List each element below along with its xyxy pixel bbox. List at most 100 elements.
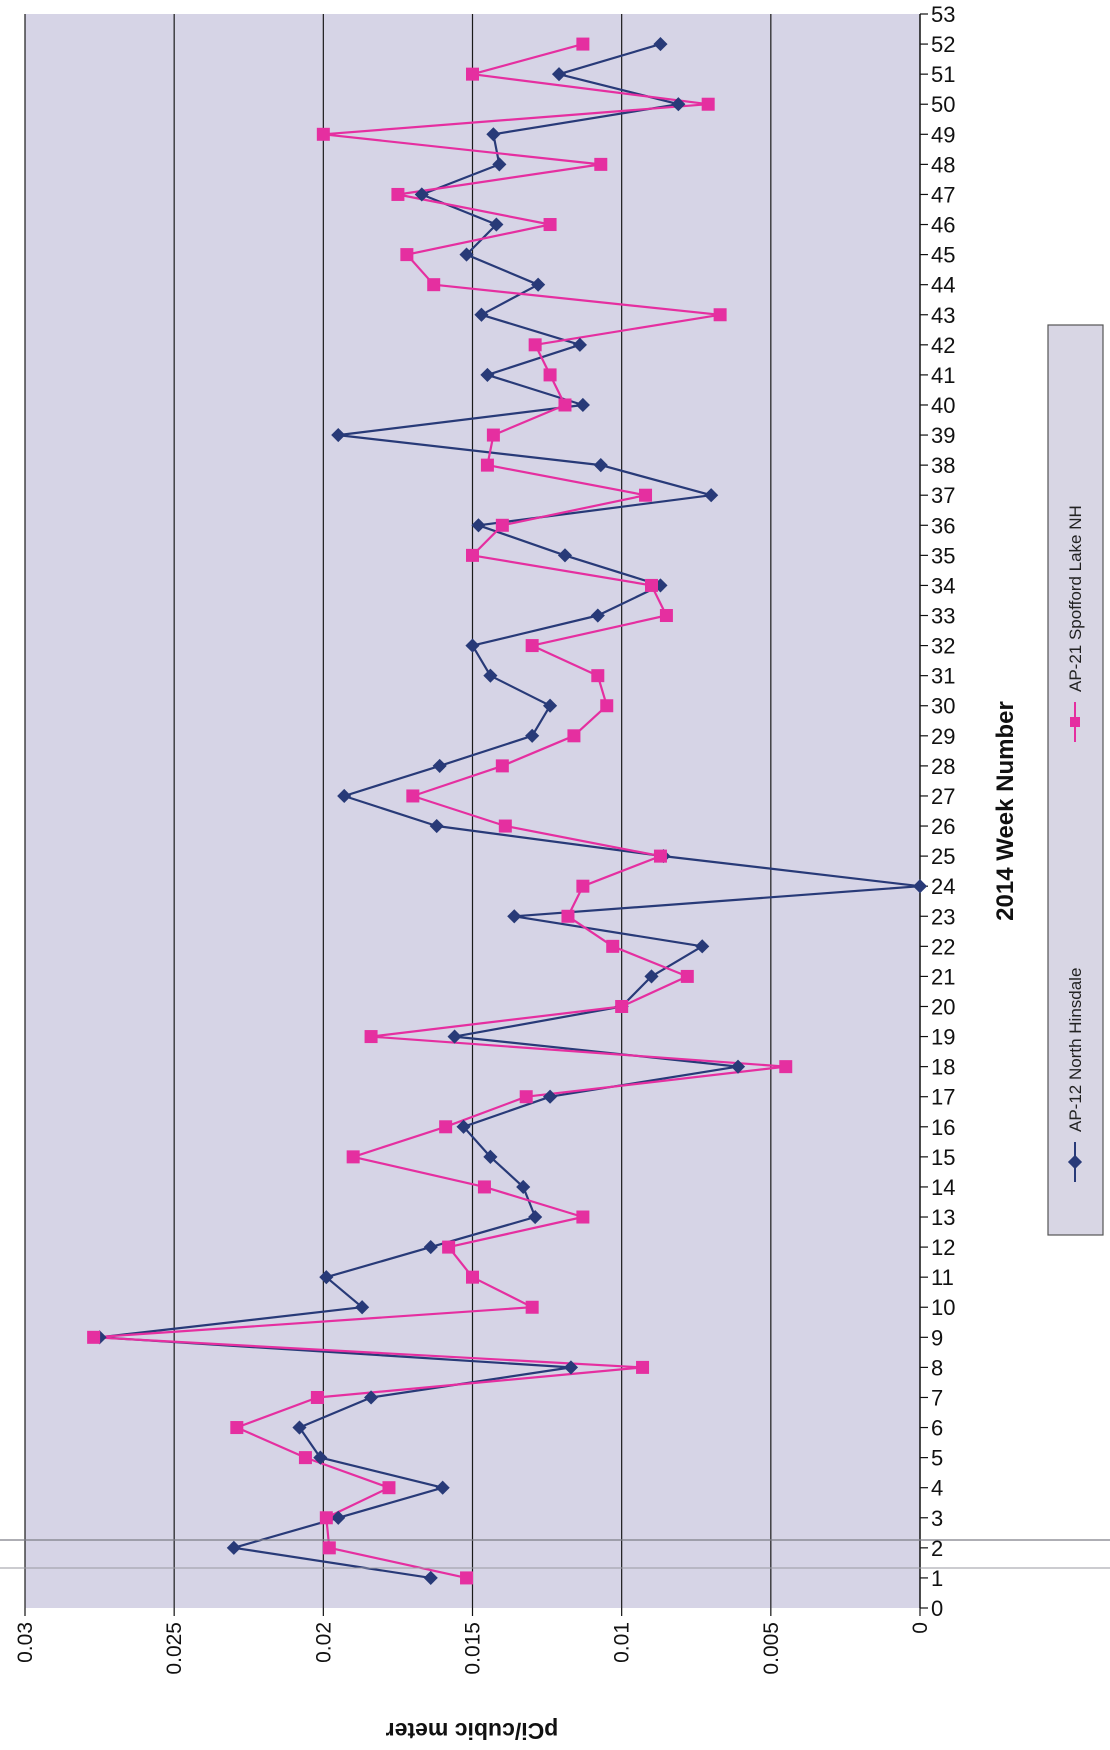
data-point-square [639,488,653,502]
week-tick-label: 7 [931,1385,943,1410]
week-tick-label: 13 [931,1205,955,1230]
week-tick-label: 45 [931,243,955,268]
data-point-diamond [492,157,507,172]
data-point-diamond [292,1420,307,1435]
data-point-square [230,1421,244,1435]
data-point-square [591,669,605,683]
week-tick-label: 48 [931,152,955,177]
data-point-diamond [331,427,346,443]
data-point-diamond [575,397,590,413]
week-tick-label: 20 [931,994,955,1019]
data-point-diamond [730,1059,746,1074]
data-point-diamond [653,37,668,52]
week-tick-label: 6 [931,1416,943,1441]
legend-swatch-diamond-icon [1067,1154,1083,1170]
data-point-diamond [593,458,608,473]
data-point-diamond [471,518,486,533]
data-point-square [680,969,694,983]
data-point-square [645,578,658,592]
week-tick-label: 43 [931,303,955,328]
week-tick-label: 30 [931,694,955,719]
data-point-diamond [319,1270,334,1285]
data-point-square [576,879,590,893]
week-tick-label: 35 [931,543,955,568]
data-point-diamond [337,788,352,804]
week-tick-label: 0 [931,1596,943,1621]
week-tick-label: 32 [931,634,955,659]
week-tick-label: 36 [931,513,955,538]
data-point-diamond [531,277,546,292]
data-point-square [606,939,620,953]
week-tick-label: 25 [931,844,955,869]
data-point-square [466,548,479,562]
week-tick-label: 51 [931,62,955,87]
week-tick-label: 12 [931,1235,955,1260]
week-tick-label: 33 [931,604,955,629]
data-point-square [615,999,629,1013]
data-point-diamond [480,367,495,382]
week-tick-label: 34 [931,573,955,598]
week-tick-label: 44 [931,273,955,298]
data-point-diamond [432,758,447,773]
data-point-diamond [551,67,567,82]
week-tick-label: 42 [931,333,955,358]
data-point-square [543,368,557,382]
week-tick-label: 52 [931,32,955,57]
week-tick-label: 23 [931,904,955,929]
data-point-diamond [447,1029,462,1044]
week-tick-label: 19 [931,1025,955,1050]
series-line-1 [98,43,922,1579]
value-tick-label: 0.03 [14,1622,37,1663]
data-point-diamond [572,337,587,352]
data-point-square [528,338,542,352]
value-tick-label: 0.005 [760,1622,783,1675]
value-tick-label: 0 [909,1622,932,1634]
data-point-square [636,1360,650,1374]
value-tick-label: 0.025 [163,1622,186,1675]
data-point-square [310,1390,324,1404]
week-tick-label: 17 [931,1085,955,1110]
data-point-square [576,1210,590,1224]
data-point-square [382,1481,396,1495]
data-point-diamond [414,187,429,202]
week-axis: 0123456789101112131415161718192021222324… [920,2,955,1621]
data-point-diamond [542,698,558,713]
data-point-diamond [704,488,719,503]
legend-box [1047,324,1104,1236]
week-tick-label: 39 [931,423,955,448]
legend-label: AP-21 Spofford Lake NH [1066,505,1085,692]
week-tick-label: 10 [931,1295,955,1320]
week-tick-label: 40 [931,393,955,418]
series-line-2 [92,43,787,1579]
legend-label: AP-12 North Hinsdale [1066,968,1085,1132]
data-point-square [561,909,575,923]
series-lines [92,43,922,1579]
data-point-diamond [465,638,480,653]
data-point-diamond [489,217,504,232]
legend: AP-12 North Hinsdale AP-21 Spofford Lake… [1047,324,1104,1236]
series-markers [87,37,928,1585]
week-tick-label: 22 [931,934,955,959]
week-tick-label: 46 [931,213,955,238]
data-point-square [659,609,673,623]
data-point-diamond [644,969,659,984]
data-point-diamond [590,608,605,623]
x-axis-title: 2014 Week Number [992,701,1019,921]
data-point-diamond [528,1209,543,1225]
data-point-square [442,1240,456,1254]
week-tick-label: 41 [931,363,955,388]
y-axis-title: pCi/cubic meter [386,1718,559,1744]
data-point-square [486,428,500,442]
data-point-square [346,1150,360,1164]
week-tick-label: 24 [931,874,955,899]
data-point-square [713,308,727,322]
data-point-square [87,1330,101,1344]
data-point-square [460,1571,474,1585]
week-tick-label: 4 [931,1476,943,1501]
legend-swatch-square-icon [1070,717,1080,727]
week-tick-label: 16 [931,1115,955,1140]
data-point-square [576,37,590,51]
data-point-square [480,458,494,472]
data-point-square [406,789,420,803]
data-point-diamond [525,728,540,743]
